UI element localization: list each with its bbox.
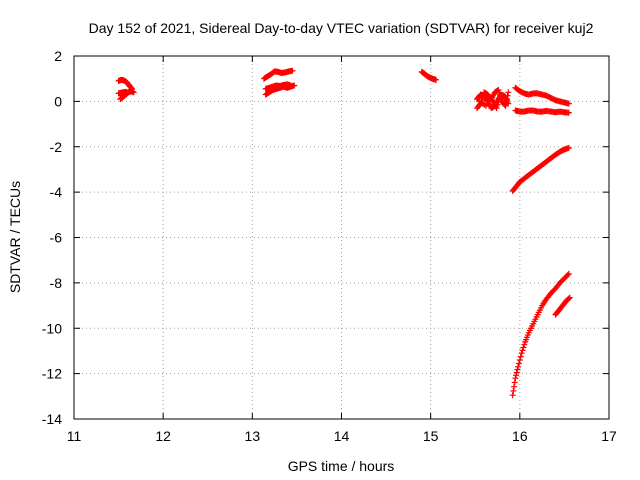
series-12 <box>512 107 572 116</box>
data-point <box>495 87 502 94</box>
data-point <box>512 375 519 382</box>
series-10 <box>476 91 507 112</box>
series-11 <box>512 84 572 107</box>
data-point <box>520 344 527 351</box>
y-tick-label: -12 <box>42 366 62 382</box>
data-point <box>519 347 526 354</box>
y-tick-label: -14 <box>42 411 62 427</box>
series-14 <box>509 270 572 399</box>
data-point <box>565 109 572 116</box>
data-point <box>479 94 486 101</box>
x-tick-labels: 11 12 13 14 15 16 17 <box>67 428 617 444</box>
x-tick-label: 16 <box>512 428 528 444</box>
y-tick-label: 0 <box>54 93 62 109</box>
data-point <box>564 271 571 278</box>
y-tick-label: -4 <box>50 184 63 200</box>
data-point <box>513 369 520 376</box>
y-tick-label: 2 <box>54 48 62 64</box>
axis-ticks <box>73 55 610 420</box>
data-points <box>115 67 573 399</box>
data-point <box>565 144 572 151</box>
data-point <box>504 92 511 99</box>
data-point <box>565 270 572 277</box>
series-4 <box>260 67 296 82</box>
series-13 <box>509 144 572 194</box>
data-point <box>493 105 500 112</box>
x-tick-label: 15 <box>423 428 439 444</box>
y-tick-label: -6 <box>50 230 63 246</box>
data-point <box>513 372 520 379</box>
x-tick-label: 17 <box>601 428 617 444</box>
chart-title: Day 152 of 2021, Sidereal Day-to-day VTE… <box>89 20 594 36</box>
y-tick-label: -2 <box>50 139 63 155</box>
data-point <box>494 101 501 108</box>
grid-lines <box>74 56 609 419</box>
data-point <box>566 294 573 301</box>
data-point <box>287 82 294 89</box>
data-point <box>514 366 521 373</box>
data-point <box>130 89 137 96</box>
data-point <box>511 379 518 386</box>
data-point <box>517 353 524 360</box>
x-tick-label: 14 <box>334 428 350 444</box>
x-axis-label: GPS time / hours <box>288 458 395 474</box>
data-point <box>123 88 130 95</box>
data-point <box>511 383 518 390</box>
x-tick-label: 11 <box>67 428 82 444</box>
data-point <box>565 295 572 302</box>
y-tick-label: -8 <box>50 275 63 291</box>
data-point <box>516 357 523 364</box>
x-tick-label: 13 <box>245 428 261 444</box>
series-15 <box>552 294 573 318</box>
series-7 <box>418 68 440 83</box>
data-point <box>505 89 512 96</box>
series-6 <box>262 81 294 92</box>
y-tick-label: -10 <box>42 320 62 336</box>
series-3 <box>115 88 130 97</box>
data-point <box>521 341 528 348</box>
y-tick-labels: -14 -12 -10 -8 -6 -4 -2 0 2 <box>42 48 62 427</box>
data-point <box>509 392 516 399</box>
data-point <box>515 363 522 370</box>
data-point <box>515 360 522 367</box>
y-axis-label: SDTVAR / TECUs <box>7 181 23 293</box>
data-point <box>289 67 296 74</box>
series-1 <box>115 76 135 92</box>
x-tick-label: 12 <box>155 428 171 444</box>
data-point <box>565 100 572 107</box>
data-point <box>433 76 440 83</box>
data-point <box>518 350 525 357</box>
data-point <box>510 387 517 394</box>
data-point <box>500 100 507 107</box>
